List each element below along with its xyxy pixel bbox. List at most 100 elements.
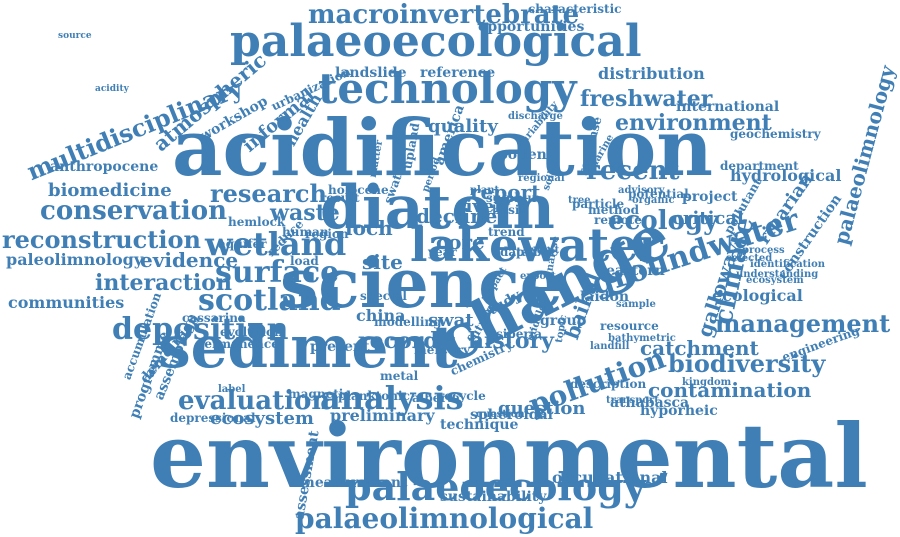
word-plant: plant bbox=[470, 185, 500, 196]
word-bathymetric: bathymetric bbox=[608, 333, 676, 344]
word-international: international bbox=[676, 99, 780, 115]
word-conservation: conservation bbox=[40, 196, 228, 226]
word-river: river bbox=[456, 196, 504, 217]
word-extent: extent bbox=[524, 245, 560, 256]
word-reference: reference bbox=[420, 65, 496, 81]
word-site: site bbox=[362, 250, 403, 274]
word-sediment: sediment bbox=[158, 313, 458, 381]
word-biomedicine: biomedicine bbox=[48, 180, 172, 201]
word-aquifer: aquifer bbox=[218, 237, 267, 251]
word-macroinvertebrate: macroinvertebrate bbox=[308, 0, 580, 30]
word-reconstruction: reconstruction bbox=[2, 225, 201, 254]
word-sulphur: sulphur bbox=[486, 191, 539, 205]
word-method: method bbox=[588, 203, 639, 217]
word-kingdom: kingdom bbox=[682, 377, 732, 388]
word-depressional: depressional bbox=[170, 411, 256, 425]
word-spheroidal: spheroidal bbox=[470, 407, 553, 423]
word-data: data bbox=[500, 245, 530, 259]
word-group: group bbox=[540, 313, 587, 329]
word-potential: potential bbox=[628, 187, 689, 201]
word-identification: identification bbox=[750, 259, 826, 270]
word-holocene: holocene bbox=[328, 183, 389, 197]
word-quality: quality bbox=[428, 116, 498, 137]
word-present: present bbox=[310, 339, 370, 355]
word-palaeolimnology: palaeolimnology bbox=[829, 62, 900, 248]
word-contamination: contamination bbox=[648, 378, 812, 402]
word-record: record bbox=[358, 328, 439, 354]
word-year: year bbox=[428, 245, 457, 259]
word-geochemistry: geochemistry bbox=[730, 127, 821, 141]
word-palaeolimnological: palaeolimnological bbox=[295, 502, 594, 535]
word-surface: surface bbox=[215, 255, 340, 290]
word-organic: organic bbox=[632, 195, 675, 206]
word-swat: swat bbox=[428, 310, 474, 331]
word-hydrological: hydrological bbox=[730, 166, 842, 185]
word-history: history bbox=[468, 328, 554, 354]
word-interaction: interaction bbox=[95, 270, 232, 296]
word-pollen: pollen bbox=[498, 147, 547, 163]
word-metal: metal bbox=[380, 369, 419, 383]
word-recycle: recycle bbox=[438, 389, 486, 403]
word-catchment: catchment bbox=[640, 336, 759, 360]
word-critical: critical bbox=[672, 208, 744, 229]
word-paleolimnology: paleolimnology bbox=[6, 250, 144, 269]
word-alberta: alberta bbox=[412, 391, 460, 405]
word-recent: recent bbox=[586, 156, 680, 186]
word-evaluation: evaluation bbox=[178, 386, 331, 416]
word-technology: technology bbox=[318, 64, 577, 113]
word-eastern: eastern bbox=[606, 263, 665, 279]
word-result: result bbox=[320, 191, 360, 205]
word-public: public bbox=[516, 245, 558, 259]
word-environment: environment bbox=[615, 110, 772, 136]
word-deposition: deposition bbox=[112, 312, 289, 347]
word-question: question bbox=[476, 409, 525, 420]
word-palaeoecological: palaeoecological bbox=[230, 16, 642, 67]
word-measurement: measurement bbox=[300, 475, 408, 491]
word-report: report bbox=[470, 180, 541, 204]
word-core: core bbox=[436, 230, 485, 254]
word-evidence: evidence bbox=[140, 248, 239, 272]
word-label: label bbox=[218, 384, 246, 395]
word-special: special bbox=[360, 289, 407, 303]
word-distribution: distribution bbox=[598, 64, 705, 83]
word-landfill: landfill bbox=[590, 341, 630, 352]
word-laidon: laidon bbox=[580, 289, 630, 305]
word-sample: sample bbox=[616, 299, 656, 310]
word-question: question bbox=[498, 398, 586, 419]
word-ecosystem: ecosystem bbox=[210, 408, 314, 429]
word-planktonic: planktonic bbox=[338, 389, 410, 403]
word-ecosystem: ecosystem bbox=[746, 275, 804, 286]
word-mercury: mercury bbox=[414, 343, 470, 357]
word-understanding: understanding bbox=[736, 269, 819, 280]
word-export: export bbox=[520, 271, 556, 282]
word-cassarina: cassarina bbox=[182, 311, 246, 325]
word-anthropocene: anthropocene bbox=[50, 159, 159, 175]
word-decline: decline bbox=[416, 204, 498, 228]
word-sustainability: sustainability bbox=[440, 489, 547, 505]
word-athabasca: athabasca bbox=[610, 395, 690, 411]
word-science: science bbox=[280, 244, 563, 324]
word-ecology: ecology bbox=[608, 206, 719, 236]
word-modelling: modelling bbox=[374, 315, 442, 329]
word-project: project bbox=[682, 189, 738, 205]
word-china: china bbox=[356, 306, 406, 325]
word-preliminary: preliminary bbox=[330, 406, 435, 425]
word-opportunities: opportunities bbox=[478, 19, 585, 35]
word-freshwater: freshwater bbox=[580, 86, 713, 112]
word-advisory: advisory bbox=[618, 185, 665, 196]
word-permanence: permanence bbox=[196, 337, 279, 351]
word-remote: remote bbox=[594, 213, 642, 227]
word-management: management bbox=[715, 309, 891, 338]
word-magnetic: magnetic bbox=[288, 387, 351, 401]
word-hyporheic: hyporheic bbox=[640, 403, 718, 419]
word-palaeoecology: palaeoecology bbox=[345, 464, 646, 509]
word-ecological: ecological bbox=[712, 286, 803, 305]
word-discharge: discharge bbox=[508, 111, 563, 122]
word-scotland: scotland bbox=[198, 283, 341, 318]
word-region: region bbox=[305, 227, 349, 241]
word-lakewater: lakewater bbox=[410, 218, 663, 272]
word-wetland: wetland bbox=[205, 225, 347, 263]
word-loch: loch bbox=[345, 216, 393, 240]
word-resource: resource bbox=[600, 319, 659, 333]
